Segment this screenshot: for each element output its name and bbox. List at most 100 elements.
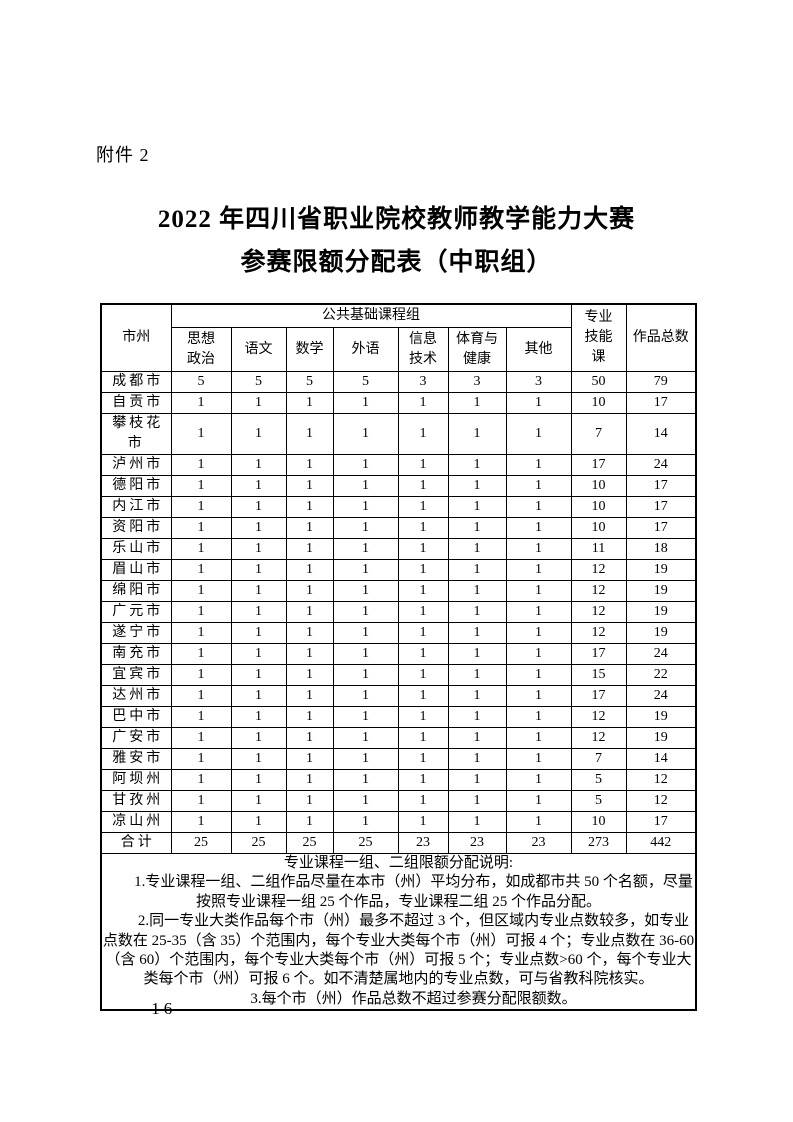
col-header-subject: 其他 <box>505 327 572 372</box>
row-value-cell: 23 <box>505 832 572 854</box>
row-value-cell: 5 <box>570 790 627 812</box>
row-city-label: 宜宾市 <box>100 664 172 686</box>
row-value-cell: 1 <box>332 580 399 602</box>
row-value-cell: 1 <box>285 475 334 497</box>
row-value-cell: 23 <box>447 832 507 854</box>
row-value-cell: 17 <box>570 643 627 665</box>
col-header-subject: 数学 <box>285 327 334 372</box>
table-row: 遂宁市 1 1 1 1 1 1 1 12 19 <box>100 622 697 644</box>
row-value-cell: 1 <box>230 601 287 623</box>
table-row: 眉山市 1 1 1 1 1 1 1 12 19 <box>100 559 697 581</box>
row-city-label: 广元市 <box>100 601 172 623</box>
row-value-cell: 1 <box>170 643 232 665</box>
row-city-label: 绵阳市 <box>100 580 172 602</box>
row-value-cell: 1 <box>397 517 449 539</box>
row-value-cell: 17 <box>625 496 697 518</box>
row-value-cell: 10 <box>570 392 627 414</box>
row-value-cell: 1 <box>230 769 287 791</box>
row-value-cell: 17 <box>570 685 627 707</box>
row-value-cell: 3 <box>397 371 449 393</box>
row-value-cell: 1 <box>505 580 572 602</box>
title-line-1: 2022 年四川省职业院校教师教学能力大赛 <box>157 206 636 233</box>
row-value-cell: 1 <box>397 413 449 455</box>
row-value-cell: 1 <box>505 769 572 791</box>
row-value-cell: 7 <box>570 748 627 770</box>
row-value-cell: 1 <box>285 559 334 581</box>
row-value-cell: 1 <box>230 727 287 749</box>
row-value-cell: 1 <box>285 769 334 791</box>
row-value-cell: 1 <box>285 454 334 476</box>
row-value-cell: 1 <box>230 706 287 728</box>
row-value-cell: 1 <box>447 475 507 497</box>
row-value-cell: 1 <box>397 769 449 791</box>
row-value-cell: 1 <box>447 685 507 707</box>
row-value-cell: 11 <box>570 538 627 560</box>
row-value-cell: 1 <box>505 622 572 644</box>
table-header: 市州 公共基础课程组 专业 技能 课 作品总数 思想 政治 语文 数学 外语 信… <box>100 303 697 372</box>
row-value-cell: 12 <box>625 790 697 812</box>
row-value-cell: 1 <box>332 643 399 665</box>
row-value-cell: 24 <box>625 454 697 476</box>
row-value-cell: 1 <box>397 496 449 518</box>
row-city-label: 雅安市 <box>100 748 172 770</box>
row-value-cell: 1 <box>230 475 287 497</box>
row-value-cell: 12 <box>625 769 697 791</box>
row-value-cell: 17 <box>625 475 697 497</box>
row-value-cell: 1 <box>397 475 449 497</box>
row-value-cell: 1 <box>447 517 507 539</box>
row-value-cell: 1 <box>285 685 334 707</box>
row-value-cell: 1 <box>332 622 399 644</box>
row-value-cell: 1 <box>230 643 287 665</box>
page-number: — 16 — <box>122 999 206 1018</box>
row-value-cell: 1 <box>230 685 287 707</box>
row-value-cell: 1 <box>505 517 572 539</box>
col-header-group: 公共基础课程组 <box>170 303 572 328</box>
row-value-cell: 1 <box>397 454 449 476</box>
row-value-cell: 1 <box>447 622 507 644</box>
row-value-cell: 1 <box>170 475 232 497</box>
row-value-cell: 1 <box>285 748 334 770</box>
row-value-cell: 1 <box>230 392 287 414</box>
row-value-cell: 1 <box>285 727 334 749</box>
row-value-cell: 5 <box>570 769 627 791</box>
col-header-city: 市州 <box>100 303 172 372</box>
row-value-cell: 1 <box>332 454 399 476</box>
table-row: 雅安市 1 1 1 1 1 1 1 7 14 <box>100 748 697 770</box>
row-value-cell: 17 <box>625 811 697 833</box>
row-value-cell: 1 <box>397 601 449 623</box>
row-value-cell: 1 <box>170 413 232 455</box>
row-value-cell: 1 <box>170 706 232 728</box>
row-value-cell: 1 <box>230 580 287 602</box>
row-value-cell: 1 <box>397 706 449 728</box>
note-item: 2.同一专业大类作品每个市（州）最多不超过 3 个，但区域内专业点数较多，如专业… <box>102 913 695 988</box>
row-value-cell: 1 <box>332 559 399 581</box>
row-value-cell: 1 <box>447 601 507 623</box>
row-value-cell: 1 <box>230 811 287 833</box>
row-value-cell: 1 <box>505 475 572 497</box>
table-row: 自贡市 1 1 1 1 1 1 1 10 17 <box>100 392 697 414</box>
row-value-cell: 1 <box>447 643 507 665</box>
row-value-cell: 1 <box>332 413 399 455</box>
row-value-cell: 1 <box>447 664 507 686</box>
row-value-cell: 19 <box>625 706 697 728</box>
row-value-cell: 1 <box>170 538 232 560</box>
row-value-cell: 1 <box>332 685 399 707</box>
row-value-cell: 1 <box>285 517 334 539</box>
row-value-cell: 1 <box>170 685 232 707</box>
row-value-cell: 17 <box>570 454 627 476</box>
row-value-cell: 1 <box>332 664 399 686</box>
row-city-label: 资阳市 <box>100 517 172 539</box>
row-value-cell: 12 <box>570 706 627 728</box>
row-value-cell: 1 <box>505 790 572 812</box>
row-value-cell: 1 <box>447 769 507 791</box>
row-value-cell: 19 <box>625 559 697 581</box>
row-value-cell: 1 <box>230 496 287 518</box>
row-value-cell: 1 <box>332 706 399 728</box>
table-body: 成都市 5 5 5 5 3 3 3 50 79 自贡市 1 1 1 1 1 1 1 10 17 攀枝花市 1 1 1 1 1 1 1 7… <box>100 371 697 854</box>
row-value-cell: 12 <box>570 622 627 644</box>
row-value-cell: 79 <box>625 371 697 393</box>
col-header-subject: 信息 技术 <box>397 327 449 372</box>
row-value-cell: 10 <box>570 475 627 497</box>
row-value-cell: 1 <box>285 496 334 518</box>
row-value-cell: 12 <box>570 580 627 602</box>
